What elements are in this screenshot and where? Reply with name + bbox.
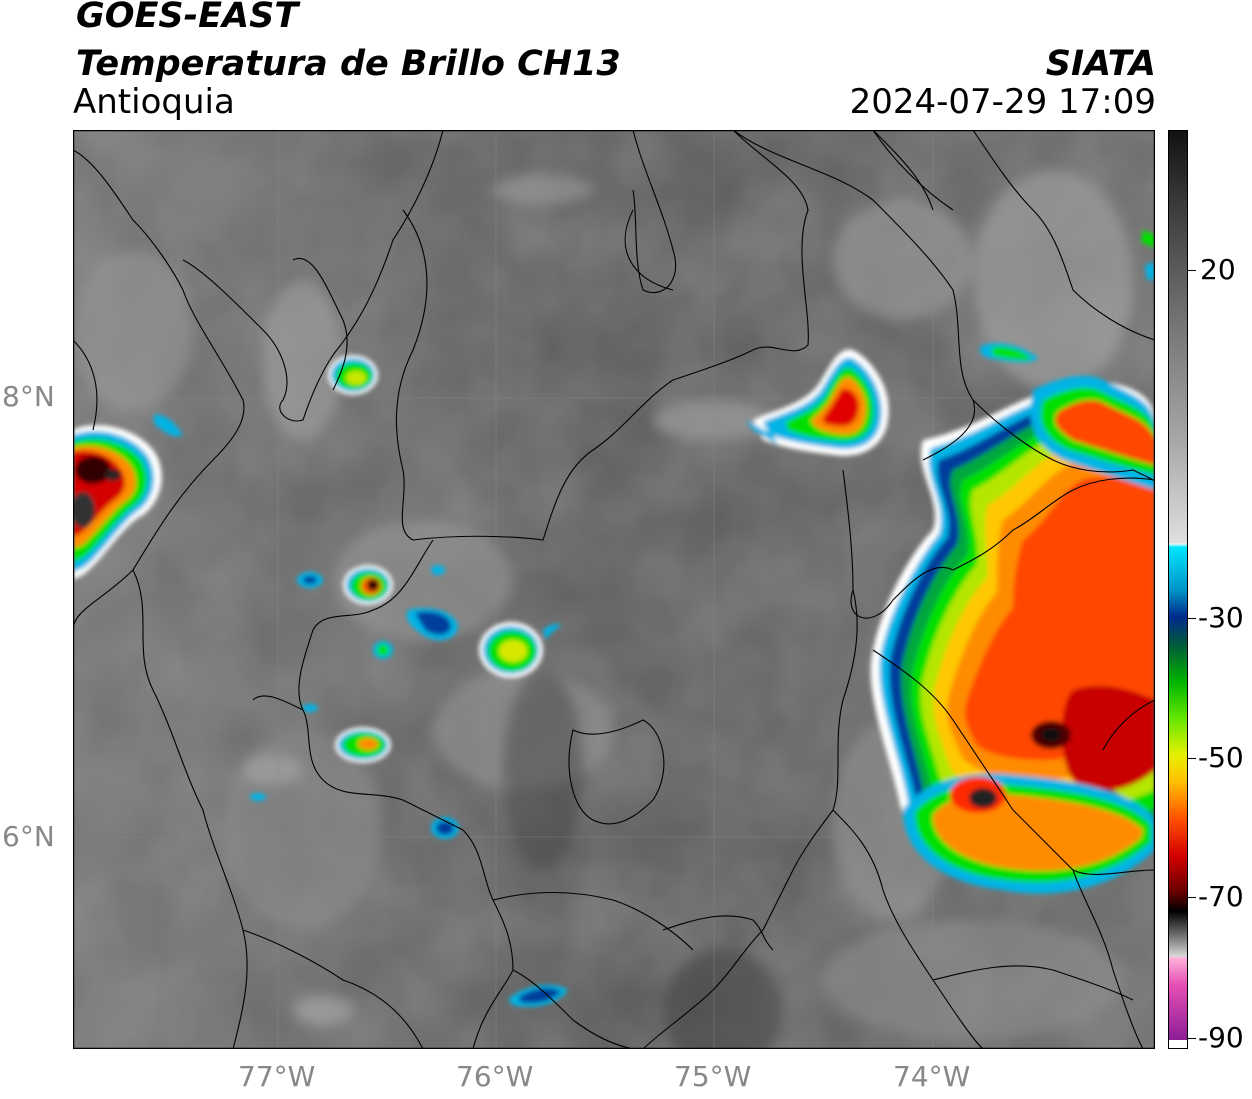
lat-label-8n: 8°N bbox=[2, 380, 55, 413]
storm-cells-76-5w-7n bbox=[297, 565, 458, 659]
organization-label: SIATA bbox=[1045, 44, 1156, 84]
colorbar-label-minus90: -90 bbox=[1198, 1021, 1244, 1054]
colorbar-tick bbox=[1188, 897, 1196, 898]
colorbar-tick bbox=[1188, 1038, 1196, 1039]
convective-cells bbox=[73, 230, 1155, 1007]
region-label: Antioquia bbox=[73, 82, 235, 122]
lon-label-77w: 77°W bbox=[238, 1060, 316, 1093]
northeast-storm-cell bbox=[1030, 375, 1155, 490]
colorbar-label-minus30: -30 bbox=[1198, 601, 1244, 634]
western-storm-cell bbox=[73, 425, 162, 580]
lon-label-74w: 74°W bbox=[893, 1060, 971, 1093]
boundaries bbox=[73, 130, 1155, 1049]
lon-label-76w: 76°W bbox=[456, 1060, 534, 1093]
colorbar-tick bbox=[1188, 758, 1196, 759]
storm-cell-74w-8n bbox=[746, 349, 889, 456]
colorbar-label-minus50: -50 bbox=[1198, 741, 1244, 774]
eastern-storm-complex bbox=[870, 381, 1155, 883]
storm-cell-76-6w-6-5n bbox=[302, 704, 391, 763]
colorbar-label-20: 20 bbox=[1200, 253, 1236, 286]
colorbar-tick bbox=[1188, 270, 1196, 271]
colorbar-tick bbox=[1188, 618, 1196, 619]
temperature-colorbar bbox=[1168, 130, 1188, 1049]
brightness-temperature-map bbox=[73, 130, 1155, 1049]
lon-label-75w: 75°W bbox=[674, 1060, 752, 1093]
product-title: Temperatura de Brillo CH13 bbox=[76, 44, 621, 84]
southeast-cold-core bbox=[903, 773, 1155, 894]
satellite-title: GOES-EAST bbox=[76, 0, 299, 36]
storm-cell-76-7w-8n bbox=[328, 355, 378, 395]
storm-cell-75-9w-6-9n bbox=[479, 622, 561, 678]
datetime-label: 2024-07-29 17:09 bbox=[849, 82, 1156, 122]
colorbar-label-minus70: -70 bbox=[1198, 880, 1244, 913]
map-frame bbox=[73, 130, 1155, 1049]
lat-label-6n: 6°N bbox=[2, 820, 55, 853]
